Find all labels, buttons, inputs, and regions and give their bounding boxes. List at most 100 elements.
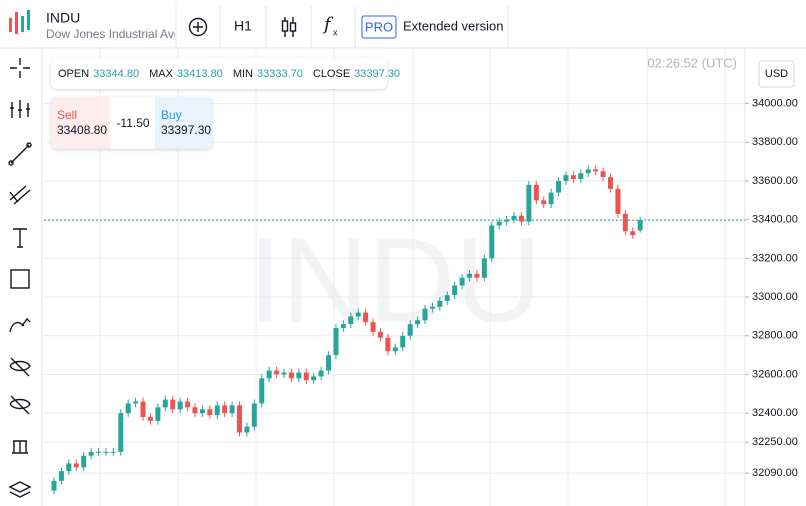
ohlc-panel xyxy=(51,58,387,89)
candle-body xyxy=(548,192,554,205)
candle-body xyxy=(370,322,376,332)
hide-indicators[interactable] xyxy=(9,395,31,415)
buy-label[interactable]: Buy xyxy=(161,108,182,122)
candle-body xyxy=(504,219,510,222)
trendline-tool[interactable] xyxy=(10,144,30,164)
candle-body xyxy=(407,324,413,336)
candle-body xyxy=(385,337,391,352)
candle-body xyxy=(585,169,591,174)
candle-body xyxy=(207,409,213,416)
shape-tool[interactable] xyxy=(10,269,30,289)
candle-body xyxy=(578,173,584,180)
layers-tool[interactable] xyxy=(8,481,32,498)
candle-body xyxy=(125,403,131,414)
pro-label[interactable]: PRO xyxy=(365,19,393,34)
candle-body xyxy=(288,372,294,379)
text-tool[interactable] xyxy=(13,228,27,248)
ohlc-label: MIN xyxy=(233,68,253,80)
candle-body xyxy=(541,200,547,205)
candle-body xyxy=(348,316,354,325)
hide-drawings[interactable] xyxy=(9,357,31,377)
watermark: INDU xyxy=(248,214,541,348)
candle-body xyxy=(422,308,428,321)
extended-version[interactable]: Extended version xyxy=(403,18,503,33)
remove-all[interactable] xyxy=(12,440,28,454)
logo xyxy=(9,10,30,34)
y-tick-label: 33200.00 xyxy=(752,252,798,264)
y-tick-label: 32800.00 xyxy=(752,330,798,342)
y-tick-label: 32250.00 xyxy=(752,436,798,448)
candle-body xyxy=(467,273,473,278)
candle-body xyxy=(244,426,250,433)
candle-body xyxy=(377,331,383,338)
candle-body xyxy=(518,215,524,222)
ohlc-label: OPEN xyxy=(58,68,89,80)
symbol-description: Dow Jones Industrial Ave xyxy=(46,27,181,41)
ohlc-label: MAX xyxy=(149,68,174,80)
sell-price[interactable]: 33408.80 xyxy=(57,123,107,137)
candle-body xyxy=(459,277,465,286)
candle-body xyxy=(66,463,72,472)
candle-body xyxy=(489,225,495,259)
ohlc-value: 33333.70 xyxy=(257,68,303,80)
candle-body xyxy=(51,480,57,491)
candle-body xyxy=(177,401,183,410)
indicator-tool[interactable] xyxy=(10,100,30,118)
sell-label[interactable]: Sell xyxy=(57,108,77,122)
candle-body xyxy=(185,401,191,408)
left-toolbar xyxy=(8,58,32,498)
candle-body xyxy=(340,324,346,329)
candle-body xyxy=(140,401,146,418)
candle-body xyxy=(58,471,64,481)
currency-button[interactable] xyxy=(758,60,795,88)
y-tick-label: 32400.00 xyxy=(752,407,798,419)
y-tick-label: 33600.00 xyxy=(752,175,798,187)
fib-tool[interactable] xyxy=(9,185,31,205)
candle-body xyxy=(274,370,280,375)
candle-body xyxy=(259,378,265,404)
candle-body xyxy=(437,300,443,307)
candle-body xyxy=(170,399,176,410)
candle-body xyxy=(237,405,242,433)
ohlc-value: 33397.30 xyxy=(354,68,400,80)
y-tick-label: 34000.00 xyxy=(752,98,798,110)
candle-body xyxy=(81,455,87,468)
candle-body xyxy=(615,188,621,214)
top-toolbar xyxy=(0,0,806,48)
buy-bg[interactable] xyxy=(155,97,212,149)
candle-body xyxy=(444,295,450,301)
ohlc-label: CLOSE xyxy=(313,68,350,80)
candle-body xyxy=(96,451,102,453)
candle-body xyxy=(333,328,339,356)
brush-tool[interactable] xyxy=(9,317,31,333)
candle-body xyxy=(162,399,168,408)
chart-type-button[interactable] xyxy=(281,17,297,37)
crosshair-tool[interactable] xyxy=(10,58,30,78)
candle-body xyxy=(229,405,235,414)
candle-body xyxy=(511,215,517,220)
candle-body xyxy=(147,417,153,421)
ohlc-value: 33413.80 xyxy=(177,68,223,80)
currency-label[interactable]: USD xyxy=(765,68,788,80)
candle-body xyxy=(326,355,332,371)
buy-price[interactable]: 33397.30 xyxy=(161,123,211,137)
candle-body xyxy=(600,171,606,178)
candle-body xyxy=(73,463,79,468)
candle-body xyxy=(593,169,599,172)
interval-button[interactable]: H1 xyxy=(234,18,252,34)
pro-badge[interactable] xyxy=(361,15,397,39)
candle-body xyxy=(533,184,539,201)
candle-body xyxy=(192,407,198,414)
ohlc-value: 33344.80 xyxy=(93,68,139,80)
sell-bg[interactable] xyxy=(51,97,110,149)
candle-body xyxy=(199,409,205,414)
spread: -11.50 xyxy=(116,116,149,130)
candle-body xyxy=(474,273,480,278)
symbol[interactable]: INDU xyxy=(46,10,80,26)
candle-body xyxy=(630,231,636,236)
compare-button[interactable] xyxy=(188,17,208,37)
candle-body xyxy=(526,184,532,222)
candle-body xyxy=(266,370,272,379)
candle-body xyxy=(400,335,406,348)
